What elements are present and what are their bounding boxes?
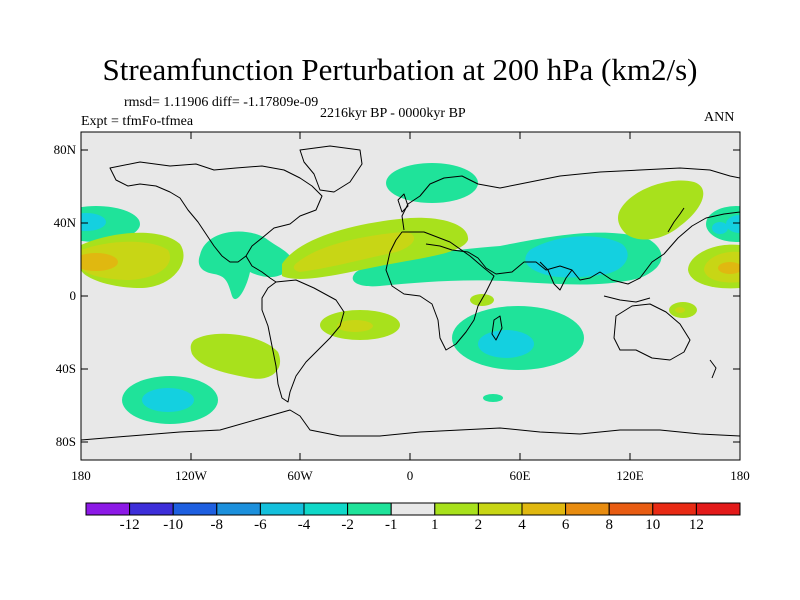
colorbar-label: 4 — [518, 517, 526, 533]
colorbar-label: 2 — [474, 517, 483, 533]
coast-north-america — [109, 161, 323, 263]
colorbar-swatch — [565, 502, 610, 516]
coastlines — [81, 145, 740, 441]
colorbar-swatch — [259, 502, 305, 516]
colorbar-label: -4 — [297, 517, 311, 533]
colorbar-label: -6 — [254, 517, 267, 533]
lon-label-60e: 60E — [509, 468, 531, 483]
lon-label-120w: 120W — [175, 468, 207, 483]
colorbar-swatch — [652, 502, 697, 516]
colorbar-label: -1 — [384, 517, 398, 533]
contour-pos-australia-core — [675, 307, 685, 313]
contour-neg-south-pacific-core — [142, 388, 194, 412]
colorbar-label: 6 — [561, 517, 570, 533]
season-label: ANN — [704, 110, 735, 125]
lon-label-180e: 180 — [730, 468, 750, 483]
contour-neg-east-pacific-core — [726, 215, 740, 233]
colorbar-swatch — [129, 502, 174, 516]
colorbar-swatch — [434, 502, 479, 516]
lon-label-0: 0 — [406, 468, 414, 483]
coast-australia — [613, 303, 691, 361]
coast-madagascar — [491, 315, 503, 341]
colorbar-swatch — [85, 502, 131, 516]
colorbar-label: 12 — [688, 517, 704, 533]
coast-new-zealand — [709, 359, 717, 379]
colorbar — [85, 502, 741, 516]
lat-label-80s: 80S — [55, 434, 76, 449]
coast-indonesia — [603, 295, 651, 303]
colorbar-swatch — [303, 502, 349, 516]
lat-label-40s: 40S — [55, 361, 76, 376]
coast-greenland — [299, 145, 363, 193]
coast-central-america — [245, 255, 277, 283]
colorbar-label: -10 — [163, 517, 184, 533]
coast-europe — [401, 167, 740, 231]
colorbar-swatch — [172, 502, 218, 516]
experiment-label: Expt = tfmFo-tfmea — [81, 114, 194, 129]
colorbar-label: -12 — [119, 517, 140, 533]
stats-text: rmsd= 1.11906 diff= -1.17809e-09 — [124, 95, 319, 110]
contour-pos-east-asia — [618, 180, 704, 240]
colorbar-label: -2 — [341, 517, 354, 533]
axis-ticks — [80, 132, 741, 460]
period-label: 2216kyr BP - 0000kyr BP — [320, 106, 466, 121]
colorbar-label: 1 — [431, 517, 439, 533]
lon-label-120e: 120E — [616, 468, 644, 483]
coast-antarctica — [81, 409, 740, 441]
colorbar-swatch — [477, 502, 523, 516]
contour-pos-pacific-west-core — [81, 253, 118, 271]
coast-south-america — [261, 279, 345, 403]
lat-label-40n: 40N — [53, 215, 76, 230]
lon-label-180w: 180 — [71, 468, 91, 483]
contour-pos-south-america — [190, 333, 281, 379]
colorbar-label: 8 — [605, 517, 613, 533]
contour-neg-americas — [198, 231, 292, 300]
lat-label-80n: 80N — [53, 142, 76, 157]
colorbar-swatch — [390, 502, 436, 516]
coast-uk — [397, 193, 409, 213]
contour-neg-southern-small — [483, 394, 503, 402]
contour-pos-atlantic-core — [293, 232, 415, 272]
colorbar-swatch — [521, 502, 567, 516]
coast-africa — [385, 231, 495, 351]
contour-neg-pacific-small — [712, 222, 728, 234]
colorbar-label: 10 — [645, 517, 661, 533]
contour-neg-asia-core — [525, 236, 628, 278]
contour-pos-south-atlantic-core — [337, 320, 373, 332]
coast-japan — [667, 207, 685, 233]
colorbar-swatch — [695, 502, 741, 516]
contour-field — [81, 145, 740, 441]
contour-neg-south-indian-core — [478, 330, 534, 358]
lon-label-60w: 60W — [287, 468, 313, 483]
colorbar-swatch — [216, 502, 261, 516]
colorbar-swatch — [347, 502, 392, 516]
coast-asia-south — [425, 211, 740, 285]
colorbar-label: -8 — [210, 517, 224, 533]
lat-label-0: 0 — [69, 288, 77, 303]
colorbar-swatch — [608, 502, 654, 516]
coast-india — [539, 261, 573, 291]
contour-pos-pacific-east-core — [718, 262, 740, 274]
figure-title: Streamfunction Perturbation at 200 hPa (… — [102, 52, 698, 87]
contour-neg-pacific-west-core — [81, 213, 106, 231]
